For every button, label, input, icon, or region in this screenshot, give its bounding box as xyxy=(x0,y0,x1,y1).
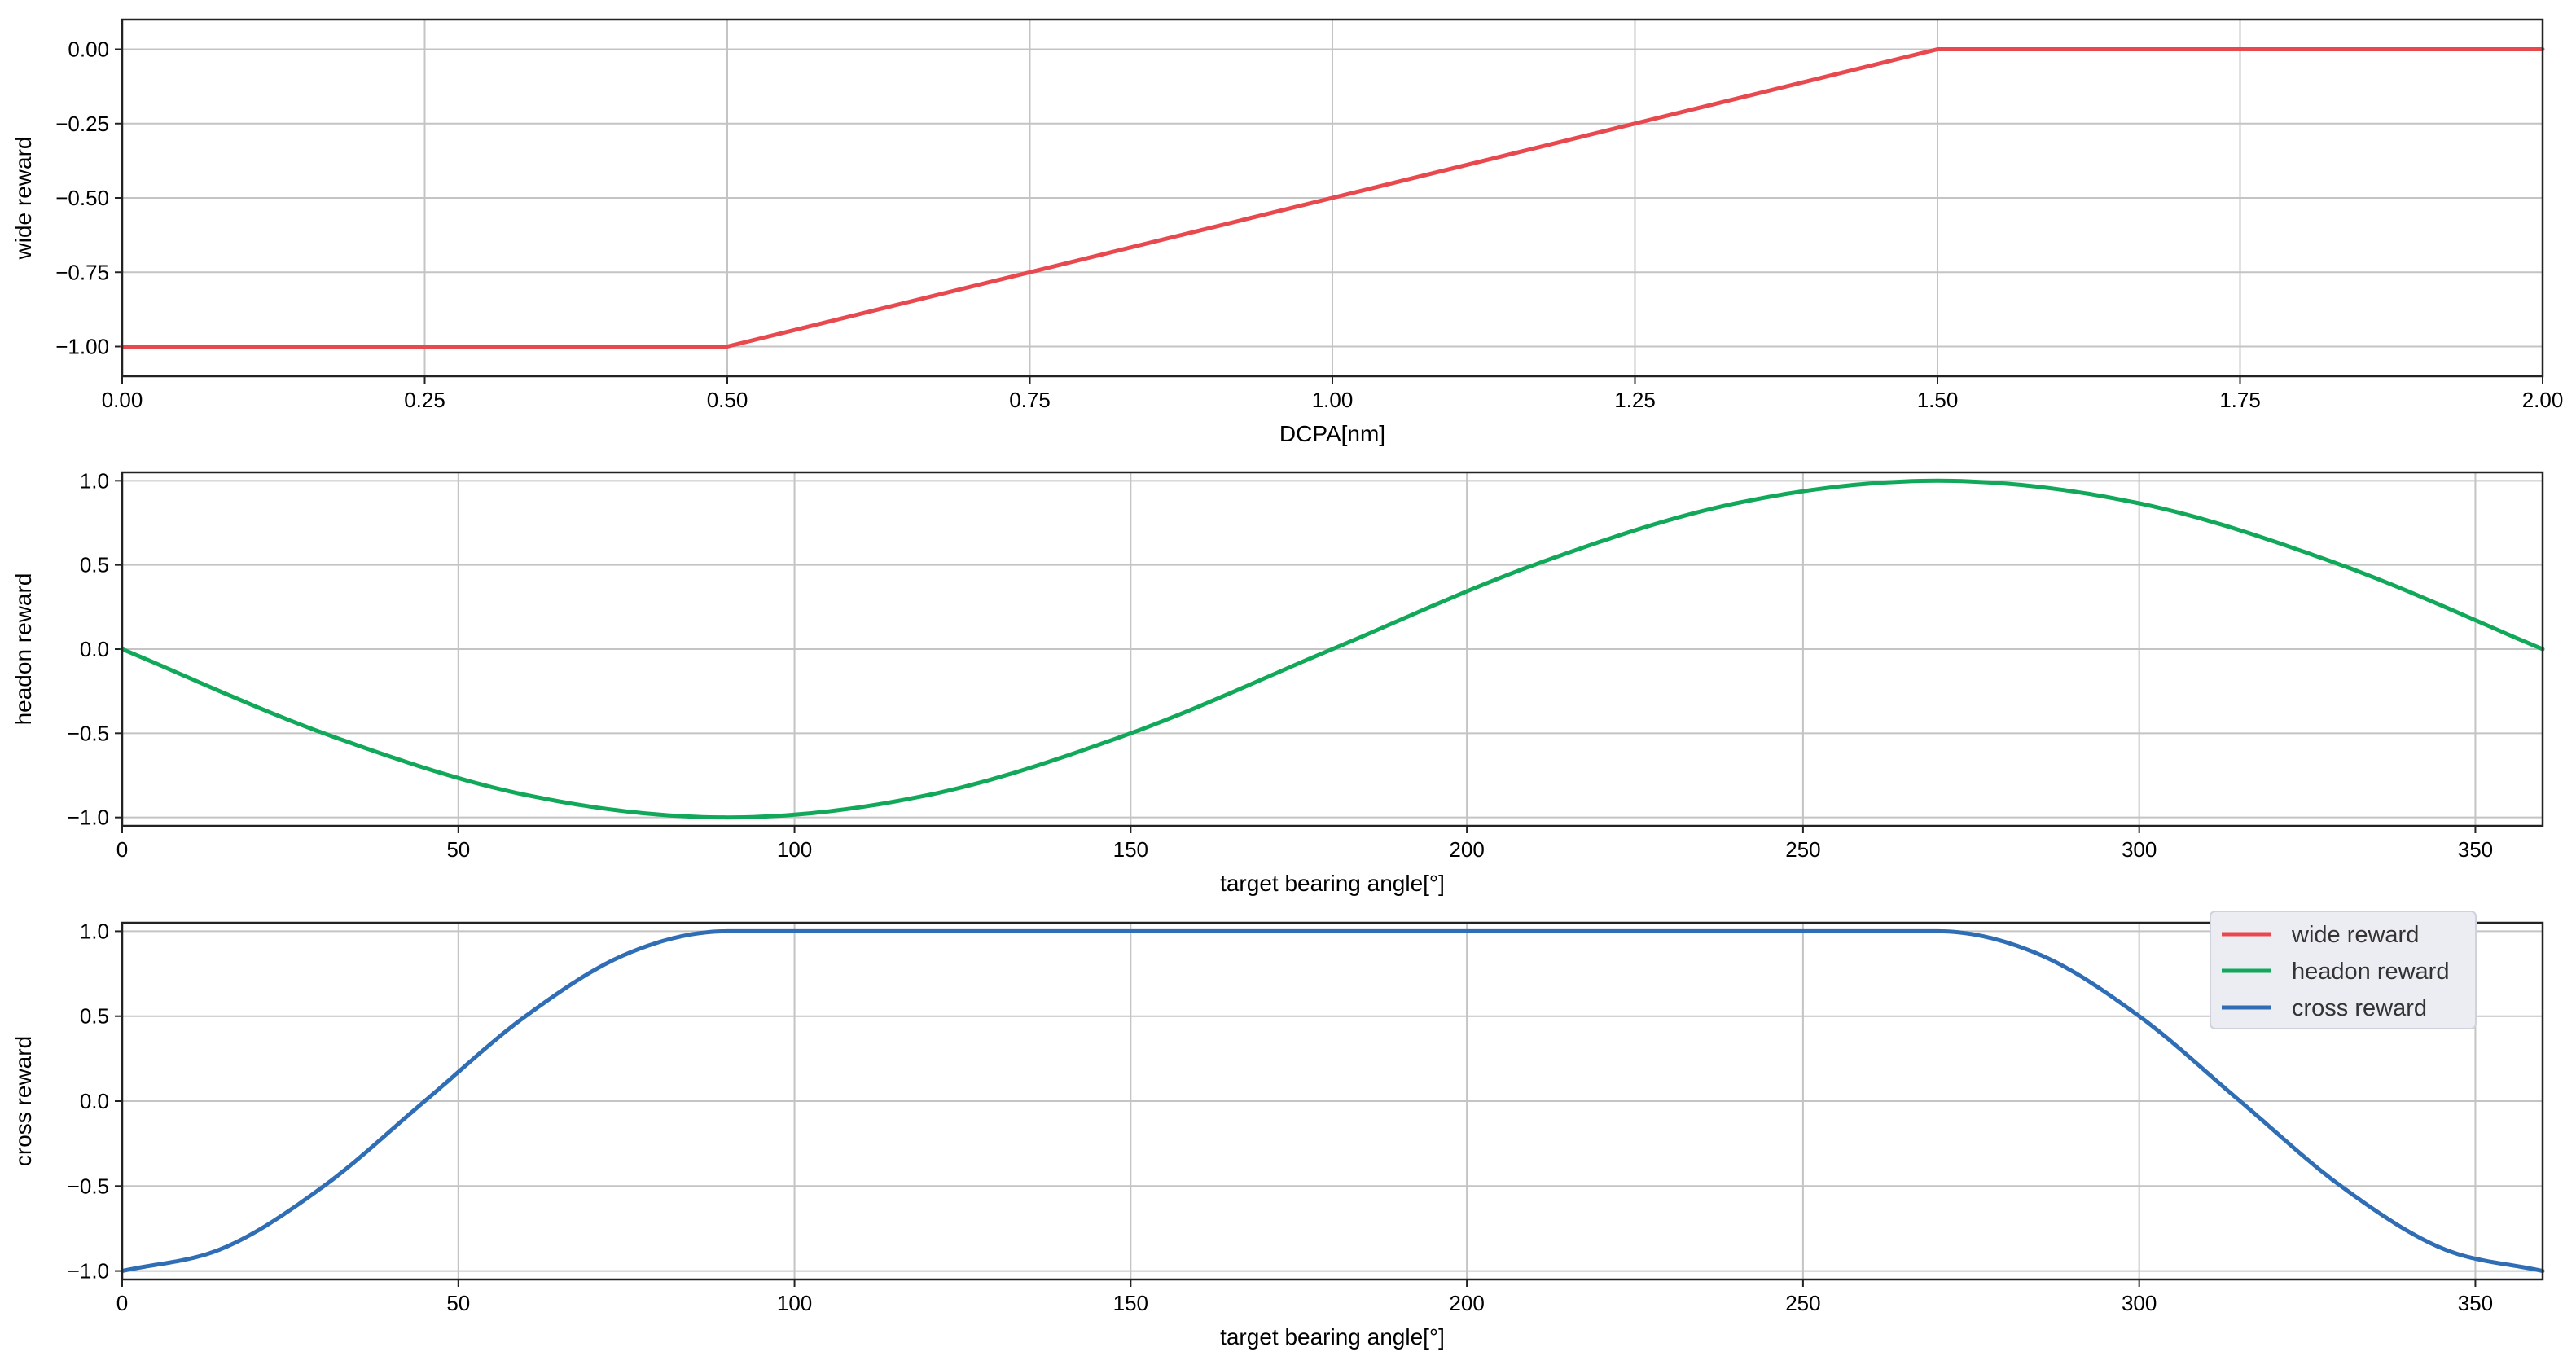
x-tick-label: 100 xyxy=(777,837,812,862)
y-tick-label: −0.50 xyxy=(55,186,109,210)
x-axis-label: DCPA[nm] xyxy=(1279,421,1385,446)
x-tick-label: 150 xyxy=(1113,837,1148,862)
y-tick-label: −0.5 xyxy=(68,721,109,745)
x-tick-label: 1.00 xyxy=(1312,388,1354,412)
x-tick-label: 50 xyxy=(446,837,470,862)
x-tick-label: 350 xyxy=(2458,837,2493,862)
x-tick-label: 1.75 xyxy=(2219,388,2261,412)
x-tick-label: 250 xyxy=(1785,1291,1820,1315)
y-tick-label: 0.00 xyxy=(68,37,109,62)
x-tick-label: 50 xyxy=(446,1291,470,1315)
series-line-3 xyxy=(120,928,2545,1274)
subplot-3: 0 50 100 150 200 250 300 350 1.0 0.5 0.0 −0.5 −1.0 ta… xyxy=(11,911,2545,1350)
y-tick-label: 0.0 xyxy=(80,1089,109,1113)
y-tick-label: −1.0 xyxy=(68,805,109,830)
legend-label: headon reward xyxy=(2292,959,2449,985)
x-axis-label: target bearing angle[°] xyxy=(1220,871,1445,896)
x-tick-label: 0 xyxy=(116,1291,128,1315)
y-tick-label: 1.0 xyxy=(80,468,109,493)
x-tick-label: 1.25 xyxy=(1614,388,1656,412)
y-tick-label: 0.5 xyxy=(80,553,109,577)
y-tick-label: −1.0 xyxy=(68,1259,109,1284)
x-tick-label: 300 xyxy=(2122,837,2157,862)
legend-label: cross reward xyxy=(2292,995,2427,1021)
y-tick-label: 0.0 xyxy=(80,637,109,661)
x-tick-label: 0.25 xyxy=(404,388,445,412)
plot-frame xyxy=(121,18,2544,378)
x-tick-label: 350 xyxy=(2458,1291,2493,1315)
subplot-2: 0 50 100 150 200 250 300 350 1.0 0.5 0.0 −0.5 −1.0 ta… xyxy=(11,468,2545,896)
legend-box xyxy=(2210,911,2477,1029)
x-tick-label: 250 xyxy=(1785,837,1820,862)
y-tick-label: −0.25 xyxy=(55,112,109,136)
x-tick-label: 200 xyxy=(1449,1291,1484,1315)
subplot-1: 0.00 0.25 0.50 0.75 1.00 1.25 1.50 1.75 2.00 0.00… xyxy=(11,18,2564,446)
x-tick-label: 0.75 xyxy=(1009,388,1051,412)
plot-frame xyxy=(121,921,2544,1281)
y-tick-label: 1.0 xyxy=(80,919,109,943)
series-line-2 xyxy=(120,478,2545,820)
x-tick-label: 200 xyxy=(1449,837,1484,862)
x-tick-label: 100 xyxy=(777,1291,812,1315)
x-tick-label: 2.00 xyxy=(2522,388,2564,412)
x-tick-label: 0.00 xyxy=(102,388,143,412)
y-tick-label: −0.75 xyxy=(55,260,109,284)
y-tick-label: −0.5 xyxy=(68,1174,109,1198)
y-axis-label: wide reward xyxy=(11,137,36,261)
legend: wide reward headon reward cross reward xyxy=(2210,911,2477,1029)
plot-frame xyxy=(121,471,2544,827)
x-tick-label: 1.50 xyxy=(1917,388,1959,412)
x-axis-label: target bearing angle[°] xyxy=(1220,1324,1445,1350)
legend-label: wide reward xyxy=(2291,922,2419,948)
y-tick-label: −1.00 xyxy=(55,335,109,359)
series-line-1 xyxy=(120,47,2545,349)
y-axis-label: headon reward xyxy=(11,573,36,726)
x-tick-label: 150 xyxy=(1113,1291,1148,1315)
x-tick-label: 0 xyxy=(116,837,128,862)
x-tick-label: 0.50 xyxy=(707,388,748,412)
y-tick-label: 0.5 xyxy=(80,1004,109,1029)
x-tick-label: 300 xyxy=(2122,1291,2157,1315)
y-axis-label: cross reward xyxy=(11,1036,36,1166)
